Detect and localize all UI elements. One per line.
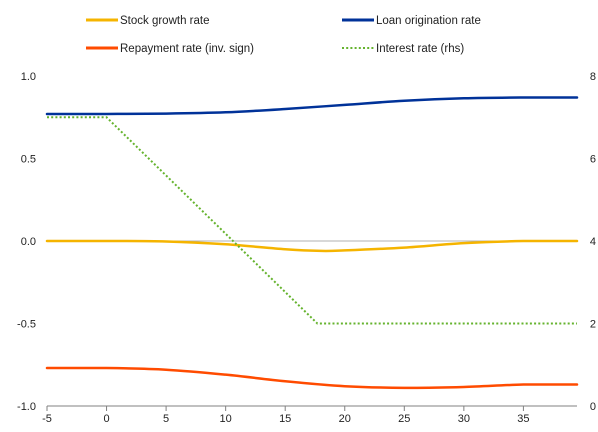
y2-tick-label: 4 xyxy=(590,236,596,248)
y-tick-label: -1.0 xyxy=(17,401,36,413)
y2-tick-label: 6 xyxy=(590,154,596,166)
x-tick-label: 5 xyxy=(163,413,169,425)
legend-label-interest-rate-rhs: Interest rate (rhs) xyxy=(376,43,464,55)
y-tick-label: 0.5 xyxy=(21,154,36,166)
legend-label-repayment-rate-inv-sign: Repayment rate (inv. sign) xyxy=(120,43,254,55)
series-line-stock-growth-rate xyxy=(45,239,579,253)
legend: Stock growth rate Loan origination rate Re… xyxy=(86,15,481,55)
legend-label-loan-origination-rate: Loan origination rate xyxy=(376,15,481,27)
y-tick-label: 0.0 xyxy=(21,236,36,248)
y-tick-label: 1.0 xyxy=(21,71,36,83)
series-line-repayment-rate-inv-sign xyxy=(45,366,579,390)
x-tick-label: 25 xyxy=(398,413,410,425)
x-tick-label: 20 xyxy=(339,413,351,425)
x-tick-label: 10 xyxy=(220,413,232,425)
series-line-interest-rate-rhs xyxy=(47,116,577,325)
y2-tick-label: 0 xyxy=(590,401,596,413)
x-tick-label: -5 xyxy=(42,413,52,425)
y2-tick-label: 2 xyxy=(590,319,596,331)
x-tick-label: 0 xyxy=(103,413,109,425)
series-line-loan-origination-rate xyxy=(45,96,579,116)
x-tick-label: 30 xyxy=(458,413,470,425)
x-tick-label: 35 xyxy=(517,413,529,425)
y-tick-label: -0.5 xyxy=(17,319,36,331)
x-tick-label: 15 xyxy=(279,413,291,425)
plot-area xyxy=(45,96,579,390)
legend-label-stock-growth-rate: Stock growth rate xyxy=(120,15,209,27)
y2-tick-label: 8 xyxy=(590,71,596,83)
